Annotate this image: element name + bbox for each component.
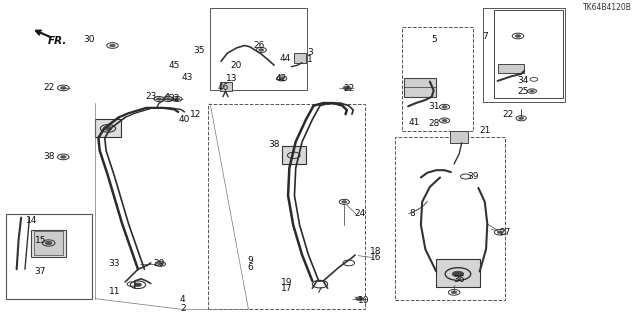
Text: 22: 22: [503, 110, 514, 119]
Text: 22: 22: [343, 84, 355, 93]
Text: 19: 19: [281, 278, 292, 287]
Text: 45: 45: [169, 61, 180, 70]
Text: 41: 41: [409, 118, 420, 127]
Text: 38: 38: [43, 152, 54, 161]
Circle shape: [530, 90, 534, 92]
Bar: [396, 137, 505, 300]
Text: 28: 28: [428, 119, 440, 128]
Circle shape: [356, 297, 364, 300]
Text: 22: 22: [43, 83, 54, 93]
Text: 34: 34: [517, 76, 529, 85]
Text: 46: 46: [217, 83, 228, 93]
Circle shape: [515, 34, 521, 37]
Text: 13: 13: [226, 74, 237, 83]
Text: 14: 14: [26, 216, 37, 225]
Text: 9: 9: [247, 256, 253, 265]
Text: 21: 21: [479, 126, 490, 136]
Circle shape: [442, 106, 447, 108]
Text: 15: 15: [35, 236, 46, 245]
Text: 17: 17: [281, 284, 292, 293]
Text: 31: 31: [428, 102, 440, 111]
Text: 36: 36: [454, 275, 465, 284]
Text: 23: 23: [145, 92, 156, 101]
Text: 37: 37: [35, 267, 46, 276]
Text: 27: 27: [499, 228, 511, 237]
Text: 12: 12: [190, 110, 201, 119]
Text: 32: 32: [169, 94, 180, 103]
Text: 39: 39: [467, 172, 479, 181]
Text: 2: 2: [180, 304, 186, 313]
Text: 35: 35: [193, 46, 204, 56]
Bar: [294, 53, 306, 63]
Bar: [451, 131, 468, 143]
Circle shape: [442, 119, 447, 122]
Text: 5: 5: [431, 35, 436, 44]
Bar: [404, 78, 436, 97]
Text: 43: 43: [182, 73, 193, 82]
Bar: [483, 8, 564, 101]
Text: 38: 38: [268, 140, 280, 149]
Text: 18: 18: [371, 247, 382, 256]
Text: 29: 29: [154, 259, 164, 268]
Text: 1: 1: [307, 55, 313, 64]
Circle shape: [60, 86, 66, 89]
Circle shape: [104, 127, 112, 130]
Bar: [436, 259, 479, 287]
Text: 42: 42: [276, 74, 287, 83]
Bar: [220, 82, 232, 91]
Text: 11: 11: [109, 287, 120, 296]
Circle shape: [157, 98, 162, 100]
Bar: [31, 230, 67, 256]
Circle shape: [259, 49, 264, 51]
Circle shape: [279, 77, 284, 80]
Circle shape: [135, 283, 141, 286]
Bar: [497, 64, 524, 73]
Bar: [402, 26, 473, 131]
Text: TK64B4120B: TK64B4120B: [583, 3, 632, 12]
Text: 3: 3: [307, 48, 313, 57]
Text: 30: 30: [83, 35, 95, 44]
Text: 33: 33: [109, 259, 120, 268]
Text: 4: 4: [180, 295, 186, 304]
Text: 6: 6: [247, 263, 253, 271]
Text: 26: 26: [253, 41, 265, 50]
Text: 10: 10: [358, 296, 369, 305]
Bar: [95, 119, 121, 137]
Bar: [208, 104, 365, 309]
Circle shape: [109, 44, 115, 47]
Circle shape: [343, 86, 351, 90]
Circle shape: [174, 98, 179, 100]
Circle shape: [342, 201, 347, 203]
Bar: [210, 8, 307, 90]
Bar: [282, 146, 306, 164]
Text: 25: 25: [517, 86, 529, 96]
Circle shape: [166, 98, 171, 100]
Bar: [493, 11, 563, 98]
Text: 16: 16: [371, 253, 382, 262]
Circle shape: [158, 263, 163, 265]
Text: 8: 8: [410, 209, 415, 219]
Circle shape: [518, 117, 524, 120]
Text: 24: 24: [354, 209, 365, 219]
Text: 7: 7: [482, 32, 488, 41]
Text: FR.: FR.: [47, 36, 67, 46]
Bar: [34, 231, 63, 255]
Text: 20: 20: [230, 61, 241, 70]
Circle shape: [497, 231, 503, 234]
Circle shape: [45, 241, 52, 245]
Bar: [6, 214, 92, 299]
Circle shape: [452, 271, 464, 277]
Text: 40: 40: [179, 115, 190, 124]
Circle shape: [60, 155, 66, 158]
Circle shape: [451, 291, 457, 294]
Text: 44: 44: [279, 54, 291, 63]
